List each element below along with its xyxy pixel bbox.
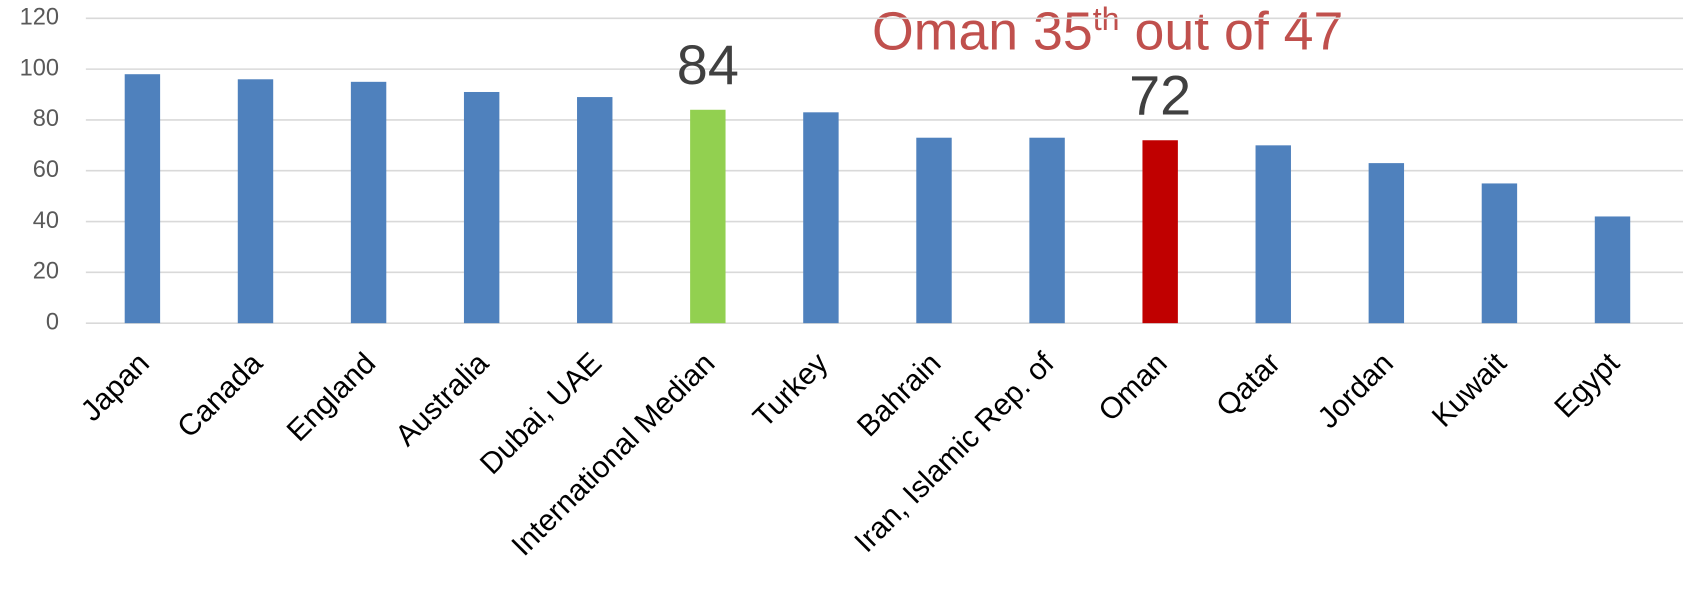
y-tick-label: 60 <box>33 157 59 183</box>
x-tick-label: Turkey <box>747 347 834 434</box>
bar <box>577 97 613 324</box>
bar <box>1481 183 1518 324</box>
bar <box>124 74 161 324</box>
y-tick-label: 0 <box>46 309 59 335</box>
data-label: 72 <box>1129 63 1191 126</box>
bar <box>916 137 952 324</box>
x-tick-label: Canada <box>171 346 269 444</box>
annotation: Oman 35th out of 47 <box>872 1 1343 61</box>
y-tick-label: 40 <box>33 208 59 234</box>
x-tick-label: Oman <box>1093 347 1174 428</box>
y-tick-label: 120 <box>20 5 59 31</box>
x-tick-label: Japan <box>75 347 156 428</box>
y-tick-label: 20 <box>33 259 59 285</box>
bar <box>1594 216 1631 324</box>
bar <box>1029 137 1065 324</box>
bar <box>690 109 726 324</box>
x-tick-label: Egypt <box>1548 346 1626 424</box>
x-tick-label: Qatar <box>1210 347 1286 423</box>
x-tick-label: Jordan <box>1312 347 1400 435</box>
bar <box>1255 145 1291 324</box>
x-tick-label: Australia <box>389 346 495 452</box>
bar <box>463 91 500 324</box>
x-tick-label: Iran, Islamic Rep. of <box>848 346 1061 559</box>
data-label: 84 <box>677 33 739 96</box>
x-tick-label: International Median <box>506 347 722 563</box>
y-tick-label: 100 <box>20 55 59 81</box>
annotation-sup: th <box>1093 1 1120 37</box>
y-tick-label: 80 <box>33 106 59 132</box>
bar <box>237 79 274 324</box>
annotation-text: Oman 35 <box>872 1 1093 61</box>
x-tick-label: Kuwait <box>1426 346 1514 434</box>
bar <box>803 112 839 324</box>
bar <box>1368 163 1405 324</box>
x-tick-label: Bahrain <box>851 347 948 444</box>
annotation-text: out of 47 <box>1120 1 1344 61</box>
x-tick-label: England <box>281 347 382 448</box>
bar <box>1142 140 1178 324</box>
bar <box>350 81 387 324</box>
